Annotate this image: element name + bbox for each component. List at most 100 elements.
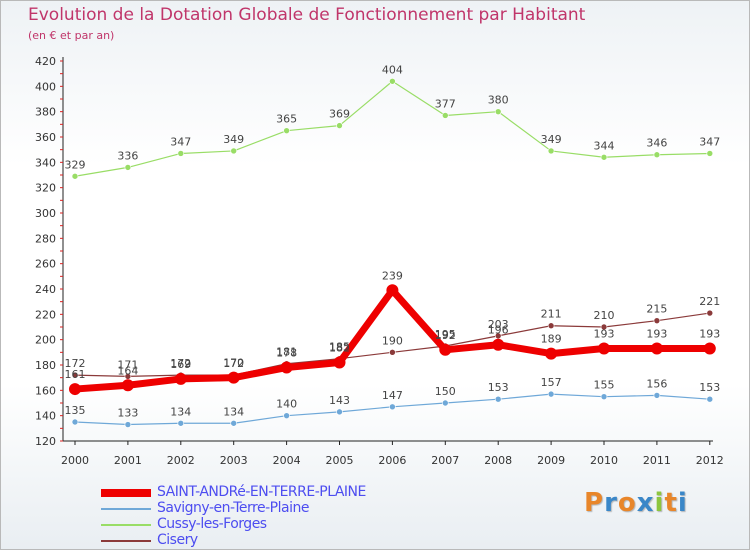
- legend-swatch: [101, 508, 151, 510]
- data-point: [386, 284, 399, 297]
- data-label: 170: [223, 357, 244, 370]
- data-point: [547, 390, 555, 398]
- data-label: 210: [594, 309, 615, 322]
- y-tick-label: 400: [35, 80, 56, 93]
- data-label: 172: [170, 357, 191, 370]
- legend-item: Savigny-en-Terre-Plaine: [101, 500, 431, 517]
- proxiti-logo: Proxiti: [584, 488, 688, 518]
- data-label: 140: [276, 398, 297, 411]
- data-point: [283, 127, 290, 134]
- data-label: 195: [435, 328, 456, 341]
- data-label: 169: [170, 358, 191, 371]
- y-tick-label: 340: [35, 156, 56, 169]
- y-tick-label: 260: [35, 258, 56, 271]
- x-tick-label: 2012: [696, 454, 724, 467]
- logo-letter: o: [617, 488, 637, 518]
- data-point: [389, 349, 396, 356]
- data-point: [230, 419, 237, 427]
- x-tick-label: 2000: [61, 454, 89, 467]
- data-label: 178: [276, 347, 297, 360]
- data-point: [494, 395, 502, 403]
- data-point: [121, 379, 134, 392]
- x-tick-label: 2008: [484, 454, 512, 467]
- data-point: [703, 342, 716, 355]
- data-label: 192: [435, 329, 456, 342]
- y-tick-label: 140: [35, 410, 56, 423]
- data-point: [69, 383, 81, 396]
- series-line: [74, 80, 710, 177]
- series-1: [71, 390, 714, 428]
- data-label: 347: [170, 135, 191, 148]
- legend-swatch: [101, 489, 151, 497]
- data-label: 185: [329, 341, 350, 354]
- y-tick-labels: 120 140 160 180 200 220 240 260 280 300 320 340 360 3…: [35, 55, 56, 448]
- data-point: [177, 419, 185, 427]
- data-label: 193: [699, 328, 720, 341]
- data-label: 150: [435, 385, 456, 398]
- data-point: [174, 372, 187, 385]
- series-2: [71, 77, 714, 180]
- logo-letter: i: [677, 488, 688, 518]
- x-tick-label: 2007: [431, 454, 459, 467]
- data-label: 365: [276, 113, 297, 126]
- data-label: 189: [541, 333, 562, 346]
- data-point: [177, 150, 185, 157]
- data-point: [283, 412, 290, 419]
- data-label: 181: [276, 346, 297, 359]
- data-label: 161: [65, 368, 86, 381]
- data-point: [650, 342, 663, 355]
- data-point: [492, 338, 505, 351]
- data-point: [71, 371, 79, 379]
- data-label: 349: [541, 133, 562, 146]
- logo-letter: r: [604, 488, 618, 518]
- x-tick-label: 2004: [273, 454, 301, 467]
- data-label: 156: [646, 377, 667, 390]
- data-point: [389, 77, 396, 85]
- y-tick-label: 220: [35, 308, 56, 321]
- data-point: [441, 112, 449, 119]
- data-point: [439, 343, 452, 356]
- series-0: [69, 284, 716, 396]
- data-label: 211: [541, 308, 562, 321]
- data-label: 349: [223, 133, 244, 146]
- data-label: 134: [223, 405, 244, 418]
- data-label: 196: [488, 324, 509, 337]
- data-label: 164: [117, 364, 138, 377]
- data-label: 369: [329, 108, 350, 121]
- data-point: [336, 408, 343, 416]
- y-tick-label: 300: [35, 207, 56, 220]
- data-label: 190: [382, 334, 403, 347]
- data-point: [336, 122, 343, 129]
- legend-label: Savigny-en-Terre-Plaine: [157, 500, 309, 516]
- data-label-layer: 135 133 134 134 140 143 147 150 153 157 155 156 153 3…: [65, 63, 721, 419]
- logo-letter: t: [664, 488, 678, 518]
- x-tick-label: 2003: [220, 454, 248, 467]
- x-tick-label: 2009: [537, 454, 565, 467]
- data-point: [547, 322, 555, 330]
- data-point: [71, 418, 79, 426]
- data-label: 135: [65, 404, 86, 417]
- data-point: [598, 342, 610, 355]
- data-label: 239: [382, 269, 403, 282]
- data-point: [706, 395, 714, 403]
- legend-item: Cisery: [101, 532, 431, 549]
- data-label: 347: [699, 135, 720, 148]
- data-label: 215: [646, 303, 667, 316]
- data-point: [441, 399, 449, 407]
- data-label: 404: [382, 63, 403, 76]
- data-label: 153: [699, 381, 720, 394]
- data-label: 329: [65, 158, 86, 171]
- data-point: [653, 317, 661, 324]
- data-point: [280, 361, 293, 374]
- y-tick-label: 360: [35, 131, 56, 144]
- y-tick-label: 320: [35, 182, 56, 195]
- data-label: 221: [699, 295, 720, 308]
- logo-letter: P: [584, 488, 605, 518]
- legend-item: Cussy-les-Forges: [101, 516, 431, 533]
- x-tick-label: 2002: [167, 454, 195, 467]
- data-label: 157: [541, 376, 562, 389]
- data-point: [600, 323, 608, 331]
- data-label: 193: [646, 328, 667, 341]
- data-label: 153: [488, 381, 509, 394]
